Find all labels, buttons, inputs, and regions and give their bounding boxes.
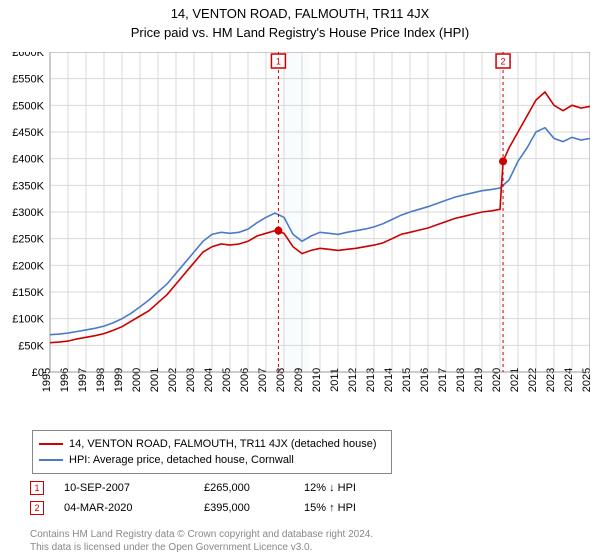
transaction-marker-1: 1 bbox=[30, 481, 44, 495]
transaction-date-2: 04-MAR-2020 bbox=[64, 502, 204, 514]
legend-swatch-1 bbox=[39, 443, 63, 445]
svg-text:£550K: £550K bbox=[12, 74, 44, 86]
svg-text:£600K: £600K bbox=[12, 52, 44, 59]
transaction-date-1: 10-SEP-2007 bbox=[64, 482, 204, 494]
svg-text:2003: 2003 bbox=[185, 368, 197, 392]
legend-label-2: HPI: Average price, detached house, Corn… bbox=[69, 454, 294, 466]
transaction-pct-2: 15% ↑ HPI bbox=[304, 502, 424, 514]
svg-text:2: 2 bbox=[501, 56, 506, 66]
svg-text:2001: 2001 bbox=[149, 368, 161, 392]
plot-svg: £0£50K£100K£150K£200K£250K£300K£350K£400… bbox=[0, 52, 590, 424]
svg-text:£50K: £50K bbox=[18, 340, 44, 352]
svg-text:2017: 2017 bbox=[437, 368, 449, 392]
svg-text:2018: 2018 bbox=[455, 368, 467, 392]
svg-text:1999: 1999 bbox=[113, 368, 125, 392]
svg-text:1995: 1995 bbox=[41, 368, 53, 392]
credits: Contains HM Land Registry data © Crown c… bbox=[30, 528, 373, 554]
svg-text:2020: 2020 bbox=[491, 368, 503, 392]
svg-text:2009: 2009 bbox=[293, 368, 305, 392]
svg-text:2010: 2010 bbox=[311, 368, 323, 392]
svg-text:2021: 2021 bbox=[509, 368, 521, 392]
svg-text:2024: 2024 bbox=[563, 368, 575, 392]
chart-container: 14, VENTON ROAD, FALMOUTH, TR11 4JX Pric… bbox=[0, 0, 600, 560]
transaction-price-1: £265,000 bbox=[204, 482, 304, 494]
legend-swatch-2 bbox=[39, 459, 63, 461]
svg-text:2006: 2006 bbox=[239, 368, 251, 392]
credits-line1: Contains HM Land Registry data © Crown c… bbox=[30, 528, 373, 541]
svg-text:2022: 2022 bbox=[527, 368, 539, 392]
svg-text:2012: 2012 bbox=[347, 368, 359, 392]
svg-text:2002: 2002 bbox=[167, 368, 179, 392]
svg-text:2013: 2013 bbox=[365, 368, 377, 392]
svg-text:2008: 2008 bbox=[275, 368, 287, 392]
transaction-row-2: 2 04-MAR-2020 £395,000 15% ↑ HPI bbox=[30, 498, 424, 518]
legend-box: 14, VENTON ROAD, FALMOUTH, TR11 4JX (det… bbox=[32, 430, 392, 474]
svg-text:1996: 1996 bbox=[59, 368, 71, 392]
svg-text:1998: 1998 bbox=[95, 368, 107, 392]
svg-text:£100K: £100K bbox=[12, 314, 44, 326]
svg-text:£350K: £350K bbox=[12, 180, 44, 192]
svg-text:£250K: £250K bbox=[12, 234, 44, 246]
svg-text:2004: 2004 bbox=[203, 368, 215, 392]
svg-text:2014: 2014 bbox=[383, 368, 395, 392]
legend-label-1: 14, VENTON ROAD, FALMOUTH, TR11 4JX (det… bbox=[69, 438, 377, 450]
svg-text:£500K: £500K bbox=[12, 100, 44, 112]
transaction-table: 1 10-SEP-2007 £265,000 12% ↓ HPI 2 04-MA… bbox=[30, 478, 424, 518]
svg-text:2005: 2005 bbox=[221, 368, 233, 392]
svg-text:2000: 2000 bbox=[131, 368, 143, 392]
svg-text:2016: 2016 bbox=[419, 368, 431, 392]
svg-text:£400K: £400K bbox=[12, 154, 44, 166]
svg-text:2019: 2019 bbox=[473, 368, 485, 392]
svg-text:1: 1 bbox=[276, 56, 281, 66]
legend-row-1: 14, VENTON ROAD, FALMOUTH, TR11 4JX (det… bbox=[39, 436, 385, 452]
svg-text:£450K: £450K bbox=[12, 127, 44, 139]
chart-title-line1: 14, VENTON ROAD, FALMOUTH, TR11 4JX bbox=[0, 0, 600, 21]
chart-title-line2: Price paid vs. HM Land Registry's House … bbox=[0, 21, 600, 40]
legend-row-2: HPI: Average price, detached house, Corn… bbox=[39, 452, 385, 468]
svg-text:£300K: £300K bbox=[12, 207, 44, 219]
transaction-price-2: £395,000 bbox=[204, 502, 304, 514]
svg-text:2025: 2025 bbox=[581, 368, 590, 392]
svg-text:2023: 2023 bbox=[545, 368, 557, 392]
transaction-pct-1: 12% ↓ HPI bbox=[304, 482, 424, 494]
svg-text:£150K: £150K bbox=[12, 287, 44, 299]
svg-text:£200K: £200K bbox=[12, 260, 44, 272]
svg-text:1997: 1997 bbox=[77, 368, 89, 392]
transaction-marker-2: 2 bbox=[30, 501, 44, 515]
svg-text:2015: 2015 bbox=[401, 368, 413, 392]
plot-area: £0£50K£100K£150K£200K£250K£300K£350K£400… bbox=[50, 52, 590, 372]
svg-text:2007: 2007 bbox=[257, 368, 269, 392]
credits-line2: This data is licensed under the Open Gov… bbox=[30, 541, 373, 554]
transaction-row-1: 1 10-SEP-2007 £265,000 12% ↓ HPI bbox=[30, 478, 424, 498]
